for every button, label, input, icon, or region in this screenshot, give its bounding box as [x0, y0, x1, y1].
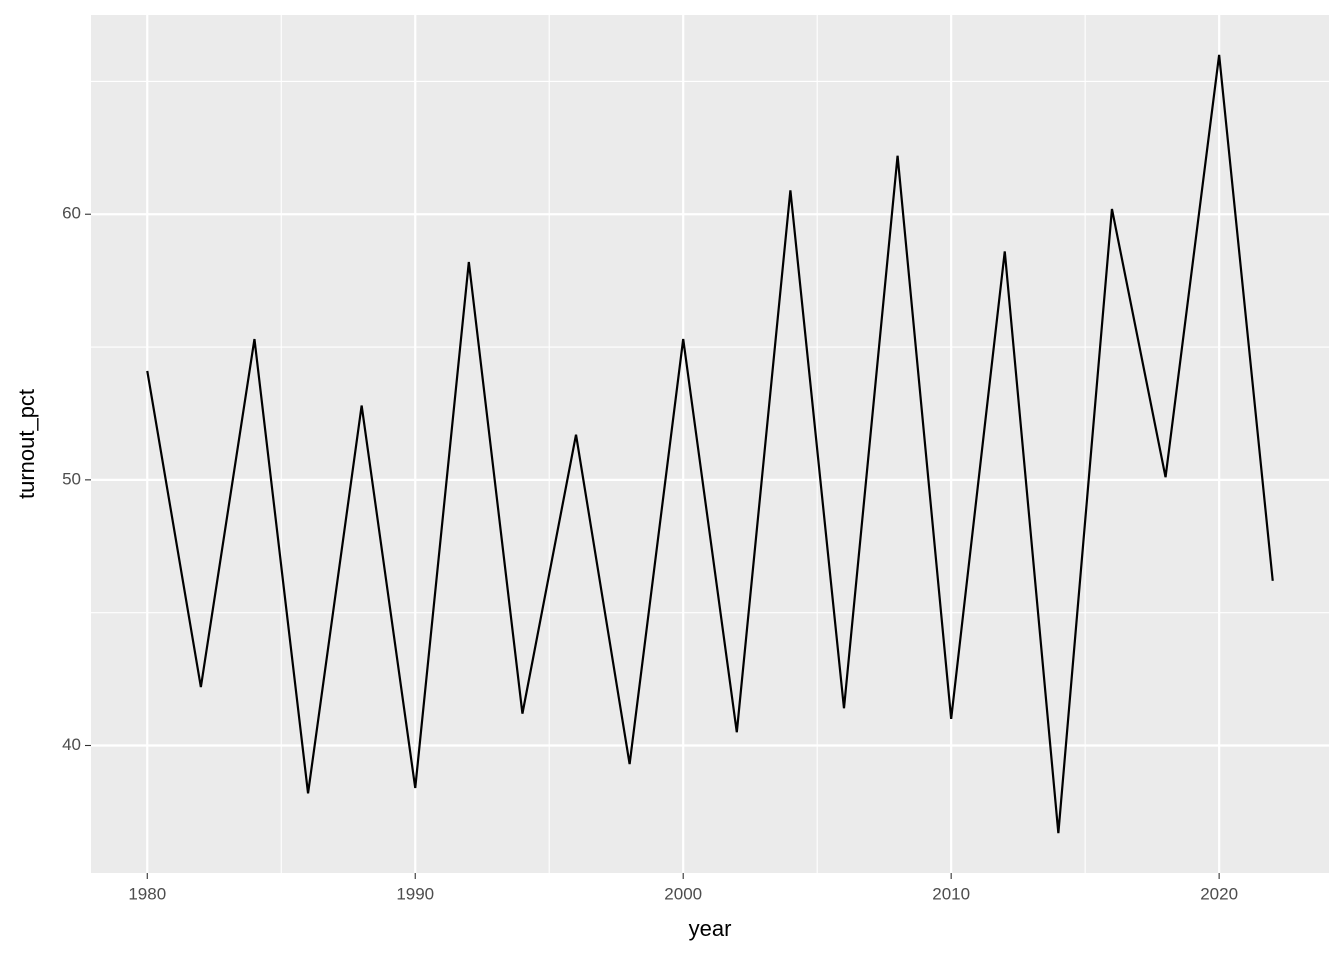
- x-tick-label: 2010: [932, 884, 970, 903]
- x-tick-label: 2000: [664, 884, 702, 903]
- x-tick-label: 2020: [1200, 884, 1238, 903]
- y-axis-title: turnout_pct: [14, 389, 39, 499]
- grid: [91, 15, 1329, 873]
- panel: [91, 15, 1329, 873]
- y-tick-label: 40: [62, 735, 81, 754]
- y-tick-label: 50: [62, 469, 81, 488]
- x-tick-label: 1990: [396, 884, 434, 903]
- marks: [146, 54, 1274, 834]
- x-axis-title: year: [689, 916, 732, 941]
- x-tick-label: 1980: [128, 884, 166, 903]
- y-tick-label: 60: [62, 204, 81, 223]
- line: [146, 54, 1274, 834]
